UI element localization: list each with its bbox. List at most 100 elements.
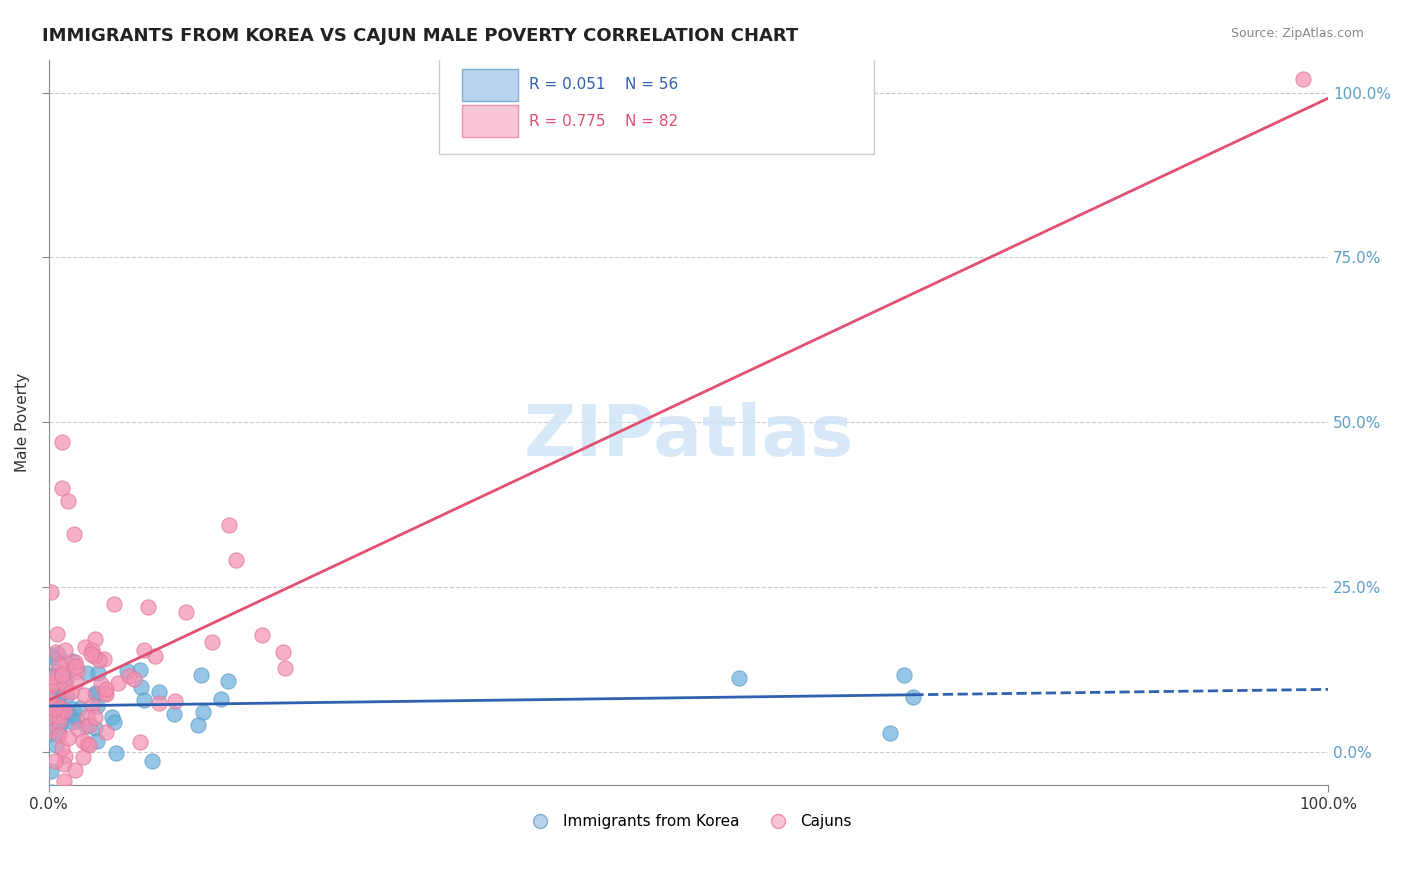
Immigrants from Korea: [727, 672, 749, 686]
Cajuns: [60, 685, 83, 699]
Cajuns: [65, 659, 87, 673]
Immigrants from Korea: [162, 706, 184, 721]
Cajuns: [44, 754, 66, 768]
Immigrants from Korea: [187, 718, 209, 732]
Immigrants from Korea: [66, 714, 89, 728]
Text: R = 0.051    N = 56: R = 0.051 N = 56: [529, 78, 678, 93]
Text: ZIPatlas: ZIPatlas: [523, 402, 853, 471]
Immigrants from Korea: [38, 725, 60, 739]
Immigrants from Korea: [60, 714, 83, 729]
Cajuns: [73, 688, 96, 702]
Cajuns: [148, 696, 170, 710]
Cajuns: [107, 675, 129, 690]
Legend: Immigrants from Korea, Cajuns: Immigrants from Korea, Cajuns: [519, 808, 858, 836]
Cajuns: [38, 709, 60, 723]
Immigrants from Korea: [148, 685, 170, 699]
Immigrants from Korea: [83, 686, 105, 700]
Cajuns: [83, 649, 105, 664]
Cajuns: [252, 628, 274, 642]
Immigrants from Korea: [38, 721, 60, 735]
Cajuns: [42, 676, 65, 690]
Cajuns: [39, 723, 62, 737]
Cajuns: [76, 737, 98, 751]
Cajuns: [174, 605, 197, 619]
Immigrants from Korea: [209, 691, 232, 706]
Cajuns: [77, 718, 100, 732]
Cajuns: [41, 678, 63, 692]
Immigrants from Korea: [69, 700, 91, 714]
Cajuns: [84, 632, 107, 646]
Immigrants from Korea: [48, 709, 70, 723]
Cajuns: [51, 665, 73, 680]
FancyBboxPatch shape: [463, 105, 519, 137]
Cajuns: [163, 694, 186, 708]
Cajuns: [63, 655, 86, 669]
Cajuns: [67, 722, 90, 736]
Immigrants from Korea: [903, 690, 925, 704]
Immigrants from Korea: [75, 719, 97, 733]
Cajuns: [82, 643, 104, 657]
Immigrants from Korea: [56, 688, 79, 702]
Cajuns: [44, 702, 66, 716]
Cajuns: [90, 677, 112, 691]
Cajuns: [53, 704, 76, 718]
Cajuns: [103, 597, 125, 611]
Cajuns: [65, 674, 87, 689]
Cajuns: [271, 645, 294, 659]
Immigrants from Korea: [55, 705, 77, 719]
Immigrants from Korea: [117, 664, 139, 678]
Immigrants from Korea: [893, 668, 915, 682]
Cajuns: [87, 653, 110, 667]
Cajuns: [80, 698, 103, 712]
Cajuns: [72, 733, 94, 747]
Cajuns: [59, 784, 82, 798]
Cajuns: [52, 757, 75, 772]
Cajuns: [48, 728, 70, 742]
Text: R = 0.775    N = 82: R = 0.775 N = 82: [529, 114, 678, 128]
Cajuns: [129, 734, 152, 748]
Immigrants from Korea: [191, 705, 214, 719]
Cajuns: [51, 668, 73, 682]
FancyBboxPatch shape: [439, 53, 875, 154]
Immigrants from Korea: [45, 738, 67, 752]
Immigrants from Korea: [190, 668, 212, 682]
Cajuns: [38, 691, 60, 706]
Cajuns: [76, 710, 98, 724]
Cajuns: [51, 435, 73, 450]
Cajuns: [45, 645, 67, 659]
Cajuns: [48, 714, 70, 728]
FancyBboxPatch shape: [463, 69, 519, 101]
Cajuns: [63, 763, 86, 777]
Cajuns: [53, 643, 76, 657]
Immigrants from Korea: [87, 665, 110, 680]
Immigrants from Korea: [41, 785, 63, 799]
Cajuns: [218, 518, 240, 533]
Cajuns: [55, 656, 77, 670]
Immigrants from Korea: [41, 650, 63, 665]
Immigrants from Korea: [86, 698, 108, 713]
Immigrants from Korea: [55, 672, 77, 686]
Cajuns: [55, 684, 77, 698]
Cajuns: [44, 698, 66, 712]
Cajuns: [66, 664, 89, 678]
Cajuns: [143, 648, 166, 663]
Immigrants from Korea: [45, 696, 67, 710]
Cajuns: [39, 585, 62, 599]
Immigrants from Korea: [46, 647, 69, 661]
Cajuns: [94, 681, 117, 696]
Immigrants from Korea: [51, 715, 73, 730]
Immigrants from Korea: [86, 734, 108, 748]
Immigrants from Korea: [60, 654, 83, 668]
Cajuns: [94, 725, 117, 739]
Immigrants from Korea: [55, 706, 77, 720]
Cajuns: [72, 749, 94, 764]
Immigrants from Korea: [49, 687, 72, 701]
Immigrants from Korea: [46, 664, 69, 678]
Cajuns: [73, 640, 96, 654]
Cajuns: [63, 527, 86, 541]
Text: Source: ZipAtlas.com: Source: ZipAtlas.com: [1230, 27, 1364, 40]
Immigrants from Korea: [46, 714, 69, 728]
Cajuns: [39, 700, 62, 714]
Immigrants from Korea: [141, 755, 163, 769]
Cajuns: [49, 700, 72, 714]
